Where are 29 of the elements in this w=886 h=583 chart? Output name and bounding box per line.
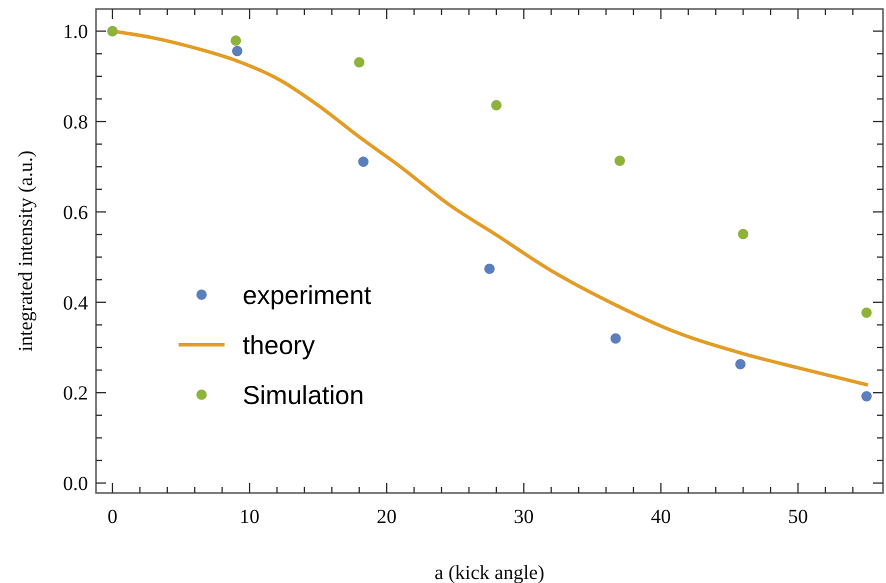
y-tick-label: 0.6 (63, 202, 88, 224)
point (861, 391, 872, 402)
legend-label: experiment (242, 280, 372, 310)
point (354, 57, 364, 68)
y-tick-label: 0.4 (63, 292, 88, 314)
x-tick-label: 20 (376, 506, 397, 528)
y-tick-label: 0.0 (63, 473, 88, 496)
x-tick-label: 10 (240, 506, 260, 528)
legend-label: theory (242, 330, 315, 360)
y-tick-label: 0.2 (63, 382, 88, 405)
x-axis-title: a (kick angle) (434, 562, 544, 583)
x-tick-label: 0 (107, 506, 118, 528)
point (232, 46, 242, 56)
point (861, 307, 872, 318)
point (738, 228, 748, 240)
legend-label: Simulation (242, 380, 364, 410)
x-tick-label: 30 (514, 506, 534, 528)
point (484, 264, 495, 274)
y-axis-title: integrated intensity (a.u.) (15, 150, 37, 352)
point (491, 100, 502, 110)
y-tick-label: 0.8 (63, 112, 88, 134)
point (358, 156, 369, 167)
point (610, 333, 621, 344)
point (614, 156, 625, 166)
x-tick-label: 50 (788, 506, 808, 528)
point (230, 35, 242, 46)
point (735, 359, 746, 370)
x-tick-label: 40 (650, 506, 671, 528)
y-tick-label: 1.0 (63, 21, 88, 44)
